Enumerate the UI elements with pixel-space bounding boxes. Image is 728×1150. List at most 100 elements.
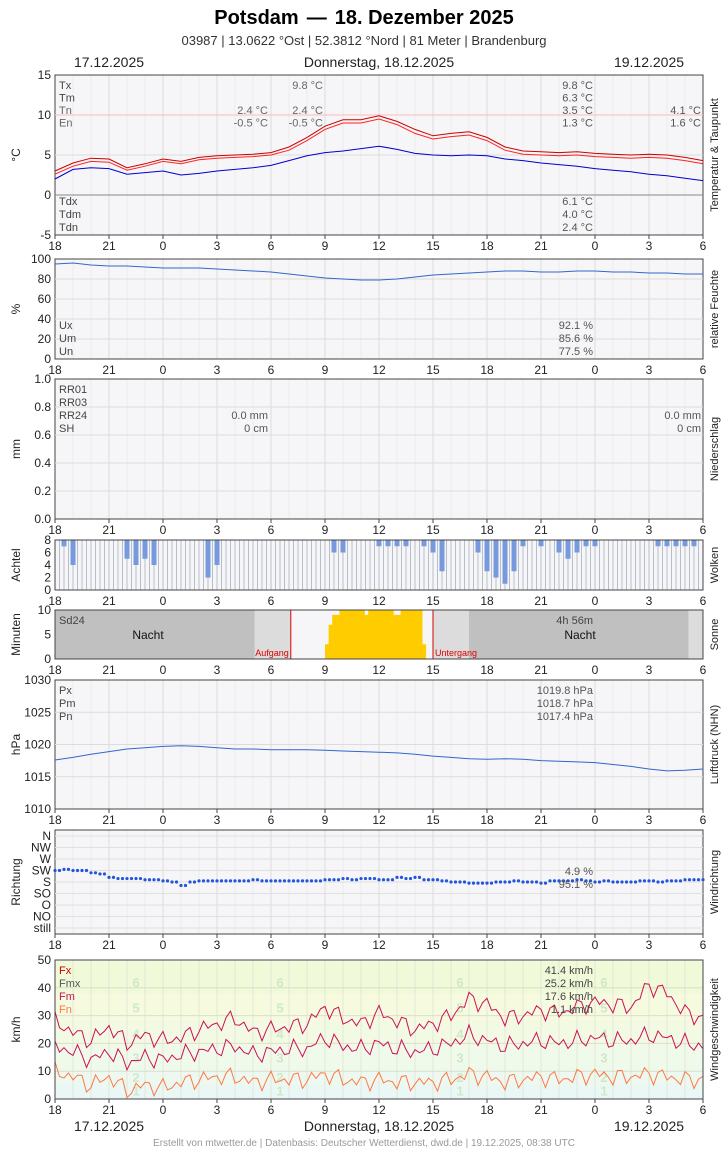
y-tick-label: -5 [40,228,51,242]
wind-direction-point [161,879,165,883]
x-tick-label: 18 [48,239,62,253]
wind-direction-point [102,872,107,876]
cloud-gap-bar [664,540,670,547]
pressure-line [54,745,704,772]
wind-direction-point [341,876,345,881]
y-tick-label: 0.0 [34,512,51,526]
cloud-gap-bar [421,540,427,547]
x-tick-label: 18 [480,1103,494,1117]
sunshine-bar [325,644,329,659]
y-tick-label: 0 [44,188,51,202]
cloud-gap-bar [151,540,157,565]
legend-value: 4h 56m [556,615,593,627]
wind-direction-point [260,879,264,883]
wind-direction-point [345,876,350,881]
sunshine-bar [379,610,383,659]
cloud-gap-bar [484,540,490,572]
beaufort-label: 1 [456,1084,463,1099]
cloud-gap-bar [556,540,562,553]
x-tick-label: 3 [646,938,653,952]
x-tick-label: 0 [592,523,599,537]
wind-direction-point [282,879,287,883]
legend-value: 95.1 % [559,879,593,891]
wind-direction-point [422,878,426,882]
x-tick-label: 9 [322,239,329,253]
x-tick-label: 0 [592,813,599,827]
y-tick-label: 1.0 [34,372,51,386]
sunshine-bar [382,610,387,659]
wind-direction-point [138,876,143,881]
wind-direction-point [651,879,656,883]
wind-direction-point [579,878,584,882]
wind-direction-point [210,879,215,883]
x-tick-label: 6 [268,239,275,253]
wind-direction-point [219,879,224,883]
wind-direction-point [368,876,372,881]
cloud-gap-bar [592,540,598,547]
footer-credit: Erstellt von mtwetter.de | Datenbasis: D… [153,1138,575,1149]
side-axis-label: Niederschlag [709,417,721,481]
x-tick-label: 21 [534,523,548,537]
wind-direction-point [656,880,660,884]
y-tick-label: 0 [44,583,51,597]
legend-value: 1017.4 hPa [537,711,594,723]
wind-direction-point [228,879,233,883]
wind-direction-point [165,879,170,883]
x-tick-label: 3 [646,239,653,253]
cloud-gap-bar [538,540,544,547]
wind-direction-point [503,880,507,884]
x-tick-label: 15 [426,938,440,952]
wind-direction-point [183,883,188,888]
sunshine-bar [364,614,369,659]
x-tick-label: 3 [646,363,653,377]
y-tick-label: W [40,852,52,866]
wind-direction-point [395,875,399,880]
x-tick-label: 0 [160,594,167,608]
wind-direction-point [570,879,575,883]
beaufort-label: 2 [456,1070,463,1085]
wind-direction-point [264,879,269,883]
date-left: 17.12.2025 [74,54,144,70]
x-tick-label: 6 [700,813,707,827]
y-tick-label: 1025 [24,705,51,719]
x-tick-label: 0 [592,1103,599,1117]
wind-direction-point [588,879,593,883]
legend-label: RR24 [59,410,87,422]
x-tick-label: 18 [48,363,62,377]
sunshine-bar [375,610,380,659]
legend-label: Tdm [59,209,81,221]
wind-direction-point [156,878,161,882]
wind-direction-point [381,878,386,882]
wind-direction-point [116,876,120,881]
wind-direction-point [107,875,111,880]
wind-direction-point [525,880,530,884]
wind-direction-point [584,879,588,883]
legend-value: 6.3 °C [562,93,593,105]
y-tick-label: 40 [38,981,52,995]
x-tick-label: 18 [48,594,62,608]
legend-label: Tdn [59,222,78,234]
y-axis-label: Achtel [9,548,23,581]
beaufort-label: 4 [132,1027,140,1042]
beaufort-label: 2 [276,1070,283,1085]
legend-value: 2.4 °C [237,105,268,117]
x-tick-label: 21 [534,363,548,377]
y-tick-label: 1015 [24,770,51,784]
x-tick-label: 3 [214,813,221,827]
cloud-gap-bar [511,540,517,572]
panel-temperature: °C Temperatur & Taupunkt 18 21 0 3 6 9 12 15 18 21 0… [9,68,721,253]
legend-value: 4.1 °C [670,105,701,117]
y-tick-label: 0 [44,1092,51,1106]
y-tick-label: 1020 [24,738,51,752]
cloud-gap-bar [394,540,400,547]
wind-direction-point [111,875,116,880]
plot-frame [54,609,704,660]
y-tick-label: N [42,829,51,843]
wind-direction-point [435,878,440,882]
wind-direction-point [399,875,404,880]
beaufort-label: 4 [276,1027,284,1042]
wind-direction-point [179,883,183,888]
night-label: Nacht [564,628,596,642]
x-tick-label: 9 [322,523,329,537]
wind-direction-point [152,878,156,882]
